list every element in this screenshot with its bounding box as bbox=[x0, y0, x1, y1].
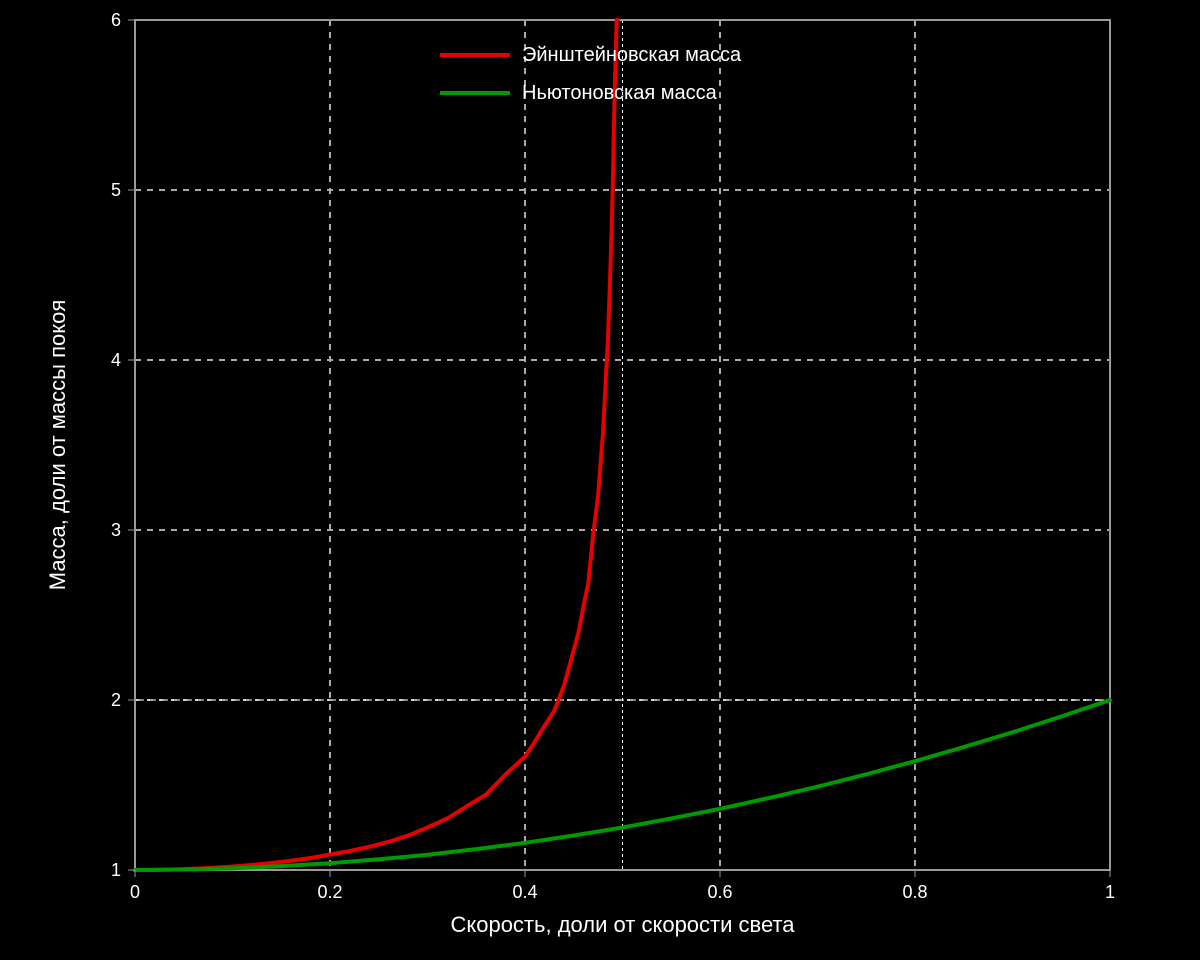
legend-label: Эйнштейновская масса bbox=[522, 44, 742, 66]
y-axis-label: Масса, доли от массы покоя bbox=[45, 300, 70, 591]
x-tick-label: 0.6 bbox=[707, 882, 732, 902]
x-tick-label: 0.4 bbox=[512, 882, 537, 902]
line-chart: 0 0.2 0.4 0.6 0.8 1 1 2 3 4 5 6 Скорость, доли от ск… bbox=[0, 0, 1200, 960]
x-tick-label: 0.2 bbox=[317, 882, 342, 902]
x-axis-label: Скорость, доли от скорости света bbox=[450, 912, 795, 937]
y-tick-label: 4 bbox=[111, 350, 121, 370]
y-tick-label: 2 bbox=[111, 690, 121, 710]
x-tick-label: 0.8 bbox=[902, 882, 927, 902]
y-tick-label: 1 bbox=[111, 860, 121, 880]
x-tick-label: 1 bbox=[1105, 882, 1115, 902]
x-tick-label: 0 bbox=[130, 882, 140, 902]
y-tick-label: 3 bbox=[111, 520, 121, 540]
legend-label: Ньютоновская масса bbox=[522, 82, 718, 104]
chart-container: 0 0.2 0.4 0.6 0.8 1 1 2 3 4 5 6 Скорость, доли от ск… bbox=[0, 0, 1200, 960]
y-tick-label: 6 bbox=[111, 10, 121, 30]
y-tick-label: 5 bbox=[111, 180, 121, 200]
